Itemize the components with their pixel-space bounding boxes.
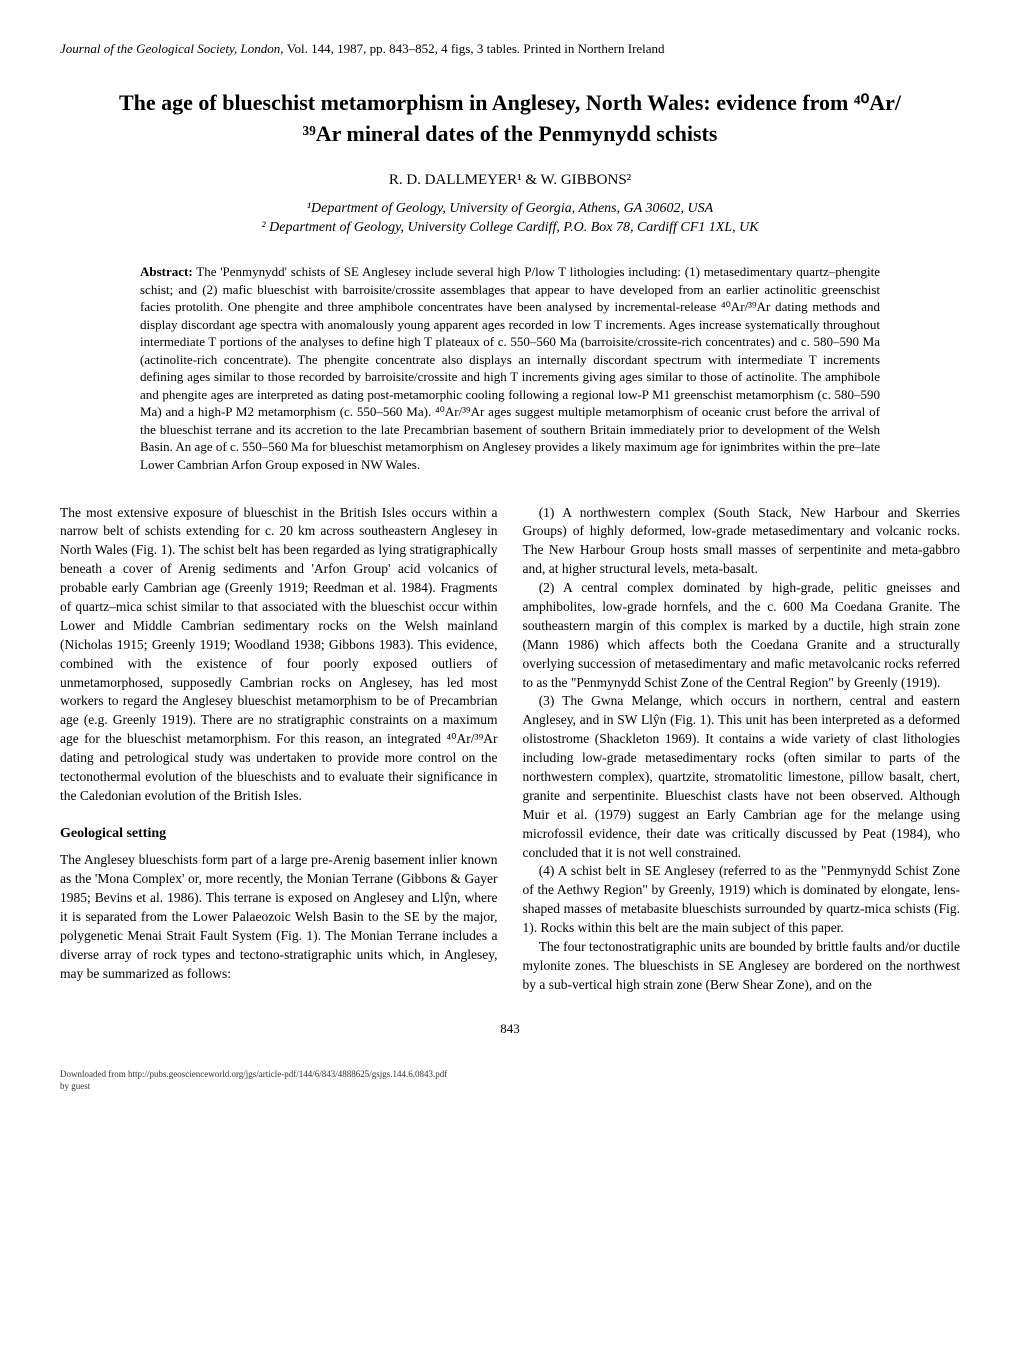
printed-in: Printed in Northern Ireland [523,41,664,56]
page-number: 843 [60,1020,960,1038]
paragraph-3: (1) A northwestern complex (South Stack,… [523,504,961,580]
paragraph-6: (4) A schist belt in SE Anglesey (referr… [523,862,961,938]
footer-line-2: by guest [60,1080,960,1093]
affiliation-1: ¹Department of Geology, University of Ge… [60,199,960,219]
abstract: Abstract: The 'Penmynydd' schists of SE … [140,263,880,474]
article-title: The age of blueschist metamorphism in An… [100,88,920,150]
abstract-label: Abstract: [140,264,193,279]
year: 1987 [337,41,363,56]
affiliations: ¹Department of Geology, University of Ge… [60,199,960,238]
paragraph-7: The four tectonostratigraphic units are … [523,938,961,995]
footer-line-1: Downloaded from http://pubs.geosciencewo… [60,1068,960,1081]
affiliation-2: ² Department of Geology, University Coll… [60,218,960,238]
section-heading-geological-setting: Geological setting [60,824,498,844]
paragraph-5: (3) The Gwna Melange, which occurs in no… [523,692,961,862]
paragraph-4: (2) A central complex dominated by high-… [523,579,961,692]
paragraph-2: The Anglesey blueschists form part of a … [60,851,498,983]
figs-tables: 4 figs, 3 tables [441,41,517,56]
journal-header: Journal of the Geological Society, Londo… [60,40,960,58]
download-footer: Downloaded from http://pubs.geosciencewo… [60,1068,960,1093]
pages: pp. 843–852 [370,41,435,56]
abstract-text: The 'Penmynydd' schists of SE Anglesey i… [140,264,880,472]
journal-name: Journal of the Geological Society, Londo… [60,41,280,56]
volume: Vol. 144 [287,41,331,56]
body-text: The most extensive exposure of blueschis… [60,504,960,995]
authors: R. D. DALLMEYER¹ & W. GIBBONS² [60,170,960,191]
paragraph-1: The most extensive exposure of blueschis… [60,504,498,806]
